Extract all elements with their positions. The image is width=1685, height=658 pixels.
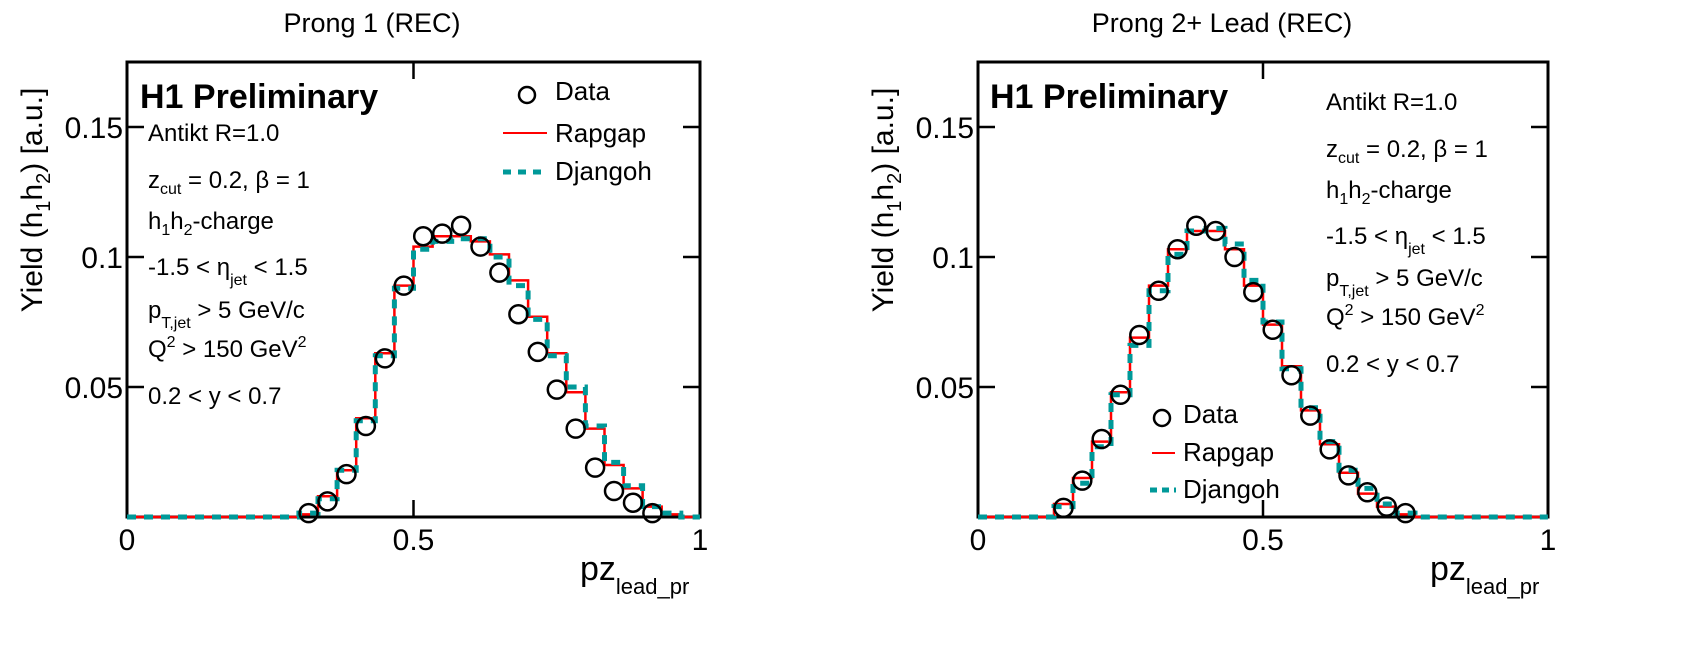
annotation-algo: Antikt R=1.0: [148, 120, 279, 147]
data-point: [1395, 502, 1416, 524]
data-point: [603, 480, 625, 502]
legend-data-label: Data: [1183, 399, 1238, 429]
x-tick-label: 0.5: [1242, 524, 1284, 557]
legend-djangoh-label: Djangoh: [555, 156, 652, 186]
data-point: [470, 236, 491, 257]
data-point: [1110, 384, 1131, 406]
y-tick-label: 0.05: [916, 372, 974, 405]
legend-data-marker: [517, 85, 537, 105]
data-point: [431, 223, 453, 244]
data-point: [298, 502, 319, 524]
tick-labels: 0.05 0.1 0.15 0 0.5 1: [65, 112, 709, 557]
panel-prong2-lead: Prong 2+ Lead (REC) Yield (h1h2) [a.u.] …: [867, 8, 1556, 599]
data-point: [1262, 319, 1283, 341]
data-point: [412, 225, 434, 247]
data-point: [642, 502, 663, 524]
annotations: Antikt R=1.0 zcut = 0.2, β = 1 h1h2-char…: [1326, 89, 1488, 378]
panel-prong1: Prong 1 (REC) Yield (h1h2) [a.u.] 0.050.…: [16, 8, 708, 599]
data-point: [450, 215, 472, 237]
data-point: [1357, 482, 1378, 503]
y-tick-label: 0.1: [81, 242, 123, 275]
data-point: [1281, 365, 1302, 386]
chart-title: Prong 1 (REC): [283, 8, 460, 38]
y-tick-label: 0.05: [65, 372, 123, 405]
y-tick-label: 0.1: [932, 242, 974, 275]
x-axis-label: pzlead_pr: [580, 550, 689, 599]
y-tick-label: 0.15: [65, 112, 123, 145]
series-layer: [978, 215, 1548, 524]
legend-djangoh-label: Djangoh: [1183, 474, 1280, 504]
annotation-eta: -1.5 < ηjet < 1.5: [148, 254, 308, 289]
y-axis-title: Yield (h1h2) [a.u.]: [867, 88, 906, 313]
data-point: [489, 262, 510, 283]
annotation-eta: -1.5 < ηjet < 1.5: [1326, 223, 1486, 258]
legend-rapgap-label: Rapgap: [555, 118, 646, 148]
data-point: [1148, 280, 1169, 302]
data-point: [317, 491, 338, 512]
h1-preliminary-label: H1 Preliminary: [140, 78, 378, 116]
data-point: [1376, 496, 1397, 517]
data-point: [355, 415, 377, 437]
annotation-pt: pT,jet > 5 GeV/c: [1326, 265, 1483, 300]
x-tick-label: 1: [1540, 524, 1557, 557]
series-djangoh: [127, 236, 700, 520]
x-axis-label: pzlead_pr: [1430, 550, 1539, 599]
data-point: [374, 348, 396, 369]
data-point: [546, 379, 568, 400]
legend: Data Rapgap Djangoh: [503, 76, 652, 186]
annotation-q2: Q2 > 150 GeV2: [1326, 302, 1485, 331]
x-tick-label: 0.5: [393, 524, 435, 557]
annotation-y: 0.2 < y < 0.7: [148, 383, 281, 410]
y-axis-label: Yield (h1h2) [a.u.]: [16, 88, 55, 313]
data-point: [565, 418, 586, 439]
annotation-zcut: zcut = 0.2, β = 1: [1326, 136, 1488, 167]
tick-labels: 0.05 0.1 0.15 0 0.5 1: [916, 112, 1557, 557]
x-tick-label: 0: [970, 524, 987, 557]
data-point: [1243, 281, 1264, 303]
annotation-q2: Q2 > 150 GeV2: [148, 334, 307, 363]
data-point: [584, 457, 606, 478]
legend-data-marker: [1152, 408, 1172, 428]
data-point: [393, 275, 415, 296]
legend-rapgap-label: Rapgap: [1183, 437, 1274, 467]
y-axis-label: Yield (h1h2) [a.u.]: [867, 88, 906, 313]
ticks: [976, 62, 1550, 517]
data-point: [1129, 324, 1150, 346]
data-point: [1072, 470, 1093, 491]
h1-preliminary-label: H1 Preliminary: [990, 78, 1228, 116]
annotation-algo: Antikt R=1.0: [1326, 89, 1457, 116]
ticks: [125, 62, 702, 517]
series-layer: [127, 215, 700, 524]
data-point: [1091, 428, 1112, 450]
annotation-pt: pT,jet > 5 GeV/c: [148, 297, 305, 332]
data-point: [1205, 220, 1226, 242]
legend: Data Rapgap Djangoh: [1150, 399, 1280, 504]
data-point: [1053, 497, 1074, 519]
annotation-charge: h1h2-charge: [148, 208, 274, 239]
series-djangoh: [978, 225, 1548, 520]
annotations: Antikt R=1.0 zcut = 0.2, β = 1 h1h2-char…: [148, 120, 310, 410]
x-tick-label: 0: [119, 524, 136, 557]
annotation-zcut: zcut = 0.2, β = 1: [148, 167, 310, 198]
annotation-charge: h1h2-charge: [1326, 177, 1452, 208]
legend-data-label: Data: [555, 76, 610, 106]
data-point: [527, 341, 549, 363]
x-tick-label: 1: [692, 524, 709, 557]
data-point: [508, 303, 529, 325]
data-point: [1186, 215, 1207, 237]
data-point: [1224, 246, 1245, 268]
data-point: [1167, 238, 1188, 260]
annotation-y: 0.2 < y < 0.7: [1326, 351, 1459, 378]
data-point: [1300, 405, 1321, 426]
data-point: [1319, 439, 1340, 460]
data-point: [336, 463, 357, 485]
data-point: [622, 492, 644, 513]
chart-title: Prong 2+ Lead (REC): [1092, 8, 1352, 38]
y-tick-label: 0.15: [916, 112, 974, 145]
y-axis-title: Yield (h1h2) [a.u.]: [16, 88, 55, 313]
data-point: [1338, 465, 1359, 486]
